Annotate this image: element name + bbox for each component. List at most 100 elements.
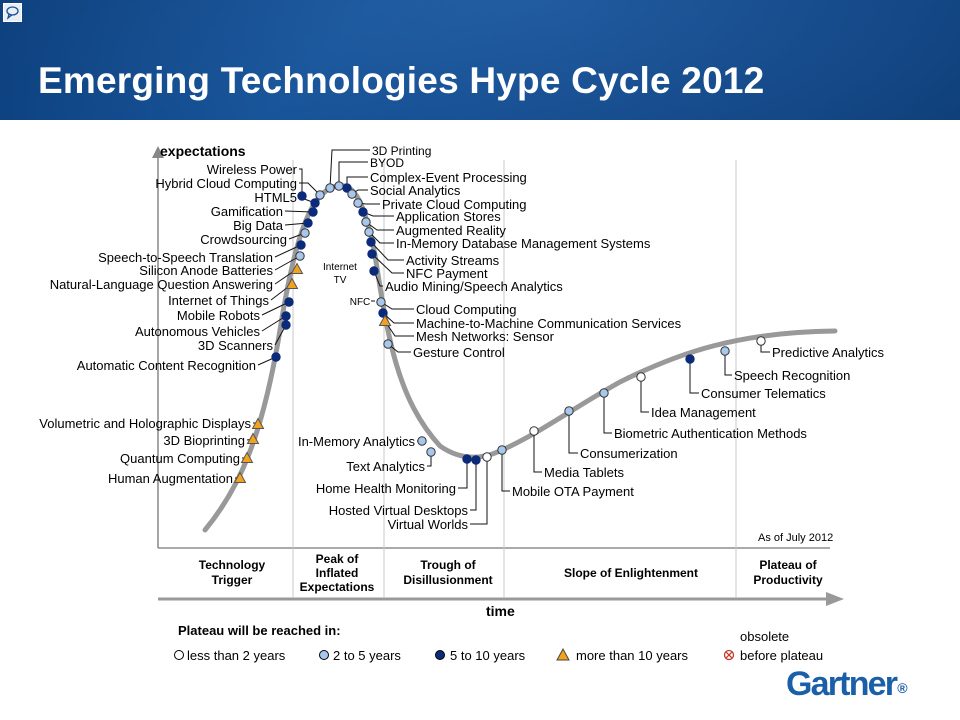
marker-byod[interactable] (334, 181, 344, 191)
marker-activity-streams[interactable] (366, 237, 376, 247)
technology-markers (233, 181, 766, 483)
label-html5: HTML5 (254, 190, 297, 205)
marker-quantum-computing[interactable] (240, 451, 254, 463)
legend-item-2-to-5-years: 2 to 5 years (333, 648, 401, 663)
gartner-logo: Gartner® (786, 665, 907, 703)
marker-consumerization[interactable] (564, 406, 574, 416)
legend-item-more-than-10-years: more than 10 years (576, 648, 689, 663)
marker-gesture-control[interactable] (383, 339, 393, 349)
marker-hybrid-cloud-computing[interactable] (315, 190, 325, 200)
label-virtual-worlds: Virtual Worlds (388, 517, 469, 532)
marker-autonomous-vehicles[interactable] (281, 311, 291, 321)
marker-consumer-telematics[interactable] (685, 354, 695, 364)
label-internet-of-things: Internet of Things (168, 293, 269, 308)
obsolete-x-icon-cross (725, 651, 733, 659)
leader-line-idea-management (640, 377, 649, 413)
marker-human-augmentation[interactable] (233, 471, 247, 483)
leader-line-biometric-authentication-methods (603, 393, 612, 434)
label-nfc-payment: NFC Payment (406, 266, 488, 281)
marker-big-data[interactable] (303, 218, 313, 228)
legend-obsolete-line1: obsolete (740, 629, 789, 644)
legend-item-less-than-2-years: less than 2 years (187, 648, 286, 663)
marker-virtual-worlds[interactable] (482, 452, 492, 462)
label-biometric-authentication-methods: Biometric Authentication Methods (614, 426, 807, 441)
marker-media-tablets[interactable] (529, 426, 539, 436)
marker-volumetric-and-holographic-displays[interactable] (251, 417, 265, 429)
marker-speech-to-speech-translation[interactable] (296, 240, 306, 250)
phase-slope: Slope of Enlightenment (564, 566, 698, 580)
leader-line-nfc-payment (371, 253, 404, 274)
marker-3d-scanners[interactable] (281, 320, 291, 330)
label-mesh-networks-sensor: Mesh Networks: Sensor (416, 329, 555, 344)
leader-line-hybrid-cloud-computing (299, 182, 321, 196)
marker-3d-printing[interactable] (325, 183, 335, 193)
marker-wireless-power[interactable] (297, 191, 307, 201)
marker-social-analytics[interactable] (347, 189, 357, 199)
phase-labels: Technology Trigger Peak of Inflated Expecta… (199, 552, 823, 594)
leader-line-mobile-robots (261, 301, 290, 316)
marker-crowdsourcing[interactable] (300, 228, 310, 238)
marker-audio-mining-speech-analytics[interactable] (369, 266, 379, 276)
label-text-analytics: Text Analytics (346, 459, 425, 474)
marker-nfc-payment[interactable] (367, 249, 377, 259)
marker-cloud-computing[interactable] (376, 297, 386, 307)
leader-line-media-tablets (533, 431, 542, 473)
leader-line-machine-to-machine-communication-services (382, 312, 414, 324)
marker-home-health-monitoring[interactable] (462, 454, 472, 464)
marker-complex-event-processing[interactable] (342, 183, 352, 193)
label-mobile-ota-payment: Mobile OTA Payment (512, 484, 634, 499)
legend-marker-5-to-10-years (435, 650, 445, 660)
marker-machine-to-machine-communication-services[interactable] (378, 308, 388, 318)
label-hosted-virtual-desktops: Hosted Virtual Desktops (329, 503, 469, 518)
hype-cycle-curve (202, 182, 838, 533)
marker-idea-management[interactable] (636, 372, 646, 382)
leader-line-audio-mining-speech-analytics (373, 270, 383, 287)
marker-biometric-authentication-methods[interactable] (599, 388, 609, 398)
marker-speech-recognition[interactable] (720, 346, 730, 356)
label-big-data: Big Data (233, 218, 284, 233)
marker-application-stores[interactable] (358, 207, 368, 217)
marker-3d-bioprinting[interactable] (246, 432, 260, 444)
marker-predictive-analytics[interactable] (756, 336, 766, 346)
marker-hosted-virtual-desktops[interactable] (471, 455, 481, 465)
label-nfc: NFC (350, 297, 371, 308)
speech-bubble-icon[interactable] (3, 3, 22, 22)
leader-line-home-health-monitoring (458, 459, 468, 489)
label-natural-language-question-answering: Natural-Language Question Answering (50, 277, 273, 292)
label-mobile-robots: Mobile Robots (177, 308, 261, 323)
marker-gamification[interactable] (308, 207, 318, 217)
legend: Plateau will be reached in: less than 2 … (174, 623, 823, 663)
x-axis-label: time (486, 603, 515, 619)
marker-private-cloud-computing[interactable] (353, 198, 363, 208)
marker-mobile-robots[interactable] (284, 297, 294, 307)
marker-natural-language-question-answering[interactable] (290, 262, 304, 274)
label-predictive-analytics: Predictive Analytics (772, 345, 884, 360)
marker-text-analytics[interactable] (426, 447, 436, 457)
marker-augmented-reality[interactable] (361, 217, 371, 227)
label-speech-to-speech-translation: Speech-to-Speech Translation (98, 250, 273, 265)
label-in-memory-database-management-systems: In-Memory Database Management Systems (396, 236, 651, 251)
leader-line-silicon-anode-batteries (274, 255, 301, 271)
leader-line-speech-to-speech-translation (274, 244, 302, 258)
marker-internet-of-things[interactable] (285, 277, 299, 289)
legend-marker-less-than-2-years (174, 650, 184, 660)
marker-mesh-networks-sensor[interactable] (378, 314, 392, 326)
marker-silicon-anode-batteries[interactable] (295, 251, 305, 261)
label-gesture-control: Gesture Control (413, 345, 505, 360)
label-consumerization: Consumerization (580, 446, 678, 461)
marker-automatic-content-recognition[interactable] (271, 352, 281, 362)
phase-dividers (292, 160, 737, 598)
marker-in-memory-analytics[interactable] (417, 436, 427, 446)
label-cloud-computing: Cloud Computing (416, 302, 516, 317)
label-media-tablets: Media Tablets (544, 465, 624, 480)
phase-technology-trigger: Technology Trigger (199, 558, 266, 587)
phase-trough: Trough of Disillusionment (403, 558, 492, 587)
leader-line-speech-recognition (724, 351, 732, 376)
marker-in-memory-database-management-systems[interactable] (364, 227, 374, 237)
marker-html5[interactable] (310, 198, 320, 208)
marker-mobile-ota-payment[interactable] (497, 445, 507, 455)
label-social-analytics: Social Analytics (370, 183, 461, 198)
leader-line-3d-printing (329, 149, 370, 189)
label-gamification: Gamification (211, 204, 283, 219)
